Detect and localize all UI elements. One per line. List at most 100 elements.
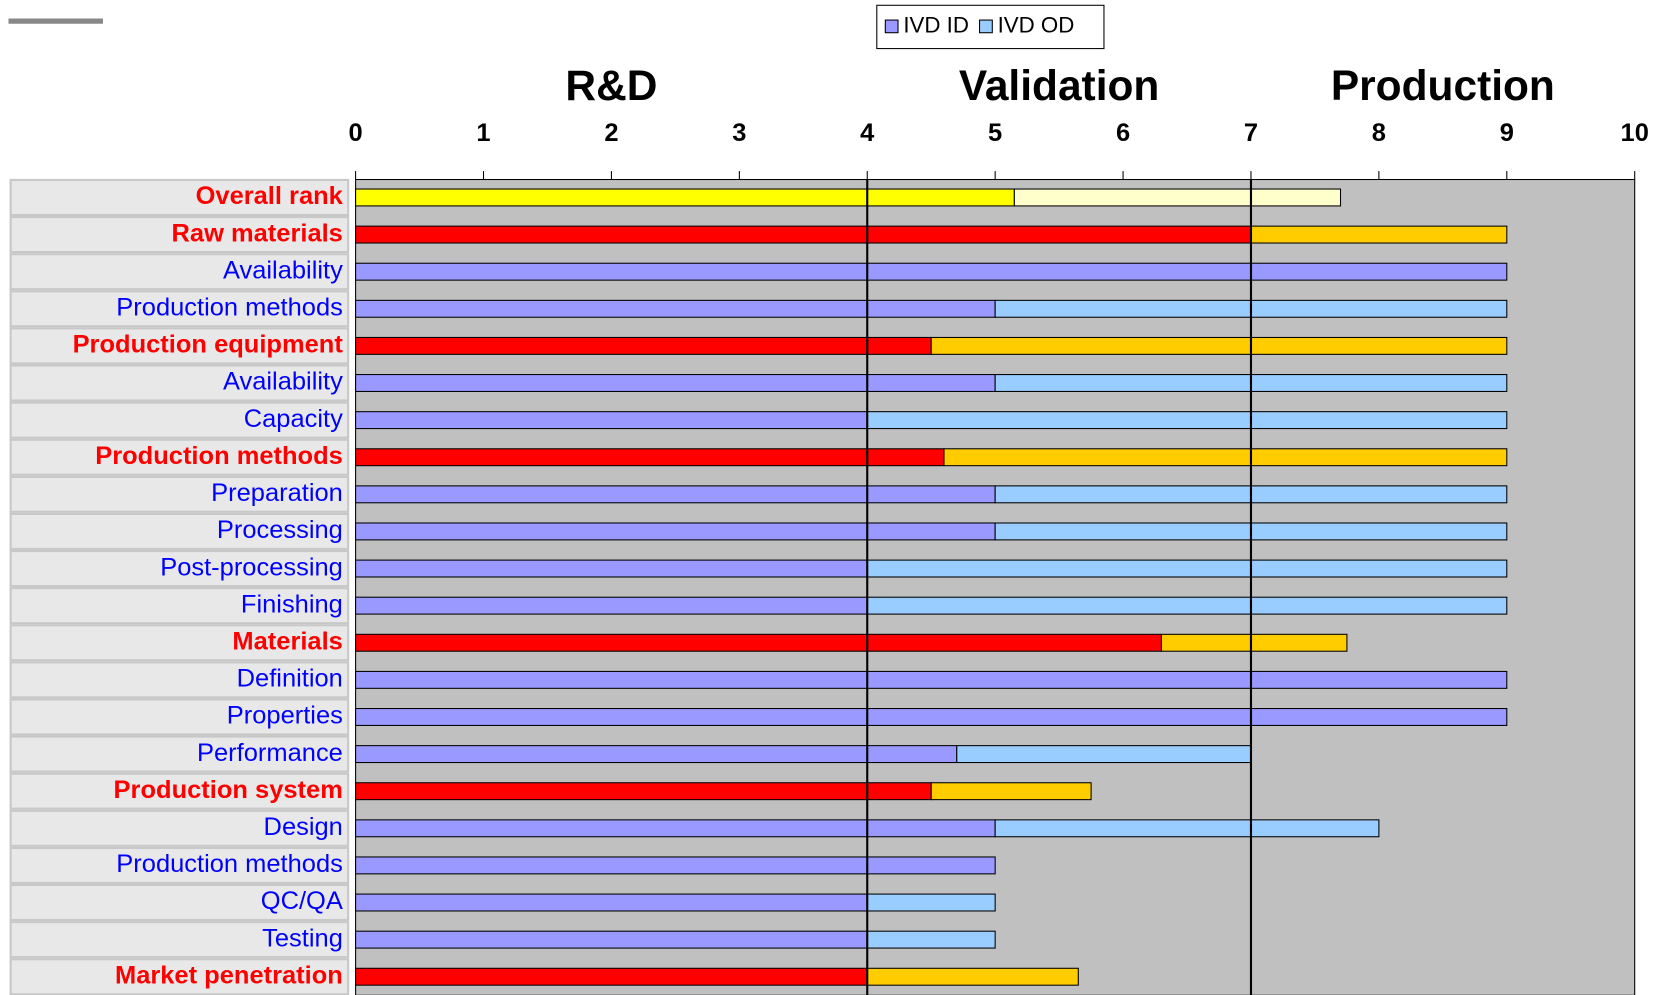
x-tick-label: 9	[1500, 119, 1514, 147]
bar	[355, 930, 868, 949]
bar	[355, 262, 1508, 281]
label-cell	[9, 883, 350, 922]
bar	[355, 967, 868, 986]
label-cell	[9, 587, 350, 625]
y-tick-label: Production equipment	[73, 331, 344, 359]
bar	[866, 559, 1508, 578]
phase-label: R&D	[565, 62, 657, 109]
x-tick-label: 7	[1244, 119, 1258, 147]
label-cell	[9, 772, 350, 810]
label-cell	[9, 735, 350, 773]
y-tick-label: Availability	[223, 368, 343, 396]
bar	[1160, 633, 1348, 652]
bar	[355, 633, 1162, 652]
bar	[355, 374, 996, 392]
bar	[355, 522, 996, 541]
x-tick-label: 8	[1372, 119, 1386, 147]
bar	[355, 782, 932, 801]
label-cell	[9, 253, 350, 291]
x-tick-label: 0	[349, 119, 363, 147]
bar	[355, 856, 996, 875]
bar	[355, 893, 868, 912]
x-tick-label: 6	[1116, 119, 1130, 147]
bar	[866, 411, 1508, 430]
y-tick-label: Finishing	[241, 590, 343, 618]
bar	[355, 299, 996, 318]
bar	[866, 967, 1079, 986]
y-tick-label: Post-processing	[160, 553, 343, 581]
y-tick-label: Raw materials	[172, 219, 343, 247]
bar	[355, 559, 868, 578]
legend-label: IVD OD	[998, 12, 1075, 37]
y-tick-label: Production methods	[116, 294, 343, 322]
x-tick-label: 10	[1621, 119, 1649, 147]
label-cell	[9, 624, 350, 662]
bar	[866, 893, 996, 912]
bar	[355, 819, 996, 838]
y-tick-label: Overall rank	[196, 182, 344, 210]
y-tick-label: Production system	[114, 776, 343, 804]
label-cell	[9, 401, 350, 439]
label-cell	[9, 512, 350, 550]
bar	[355, 485, 996, 504]
y-tick-label: Testing	[262, 924, 343, 952]
bar	[956, 745, 1252, 764]
y-tick-label: QC/QA	[261, 887, 343, 915]
x-tick-label: 5	[988, 119, 1002, 147]
chart-body: Overall rank Raw materials Availability Pro…	[8, 4, 1649, 995]
bar	[355, 448, 945, 467]
bar	[866, 596, 1508, 615]
y-tick-label: Performance	[197, 739, 343, 767]
bar	[355, 670, 1508, 689]
y-tick-label: Production methods	[95, 442, 343, 470]
bar	[1013, 188, 1342, 207]
label-cell	[9, 475, 350, 513]
phase-label: Production	[1331, 62, 1555, 109]
label-cell	[9, 290, 350, 328]
bar	[355, 188, 1015, 207]
x-tick-label: 4	[860, 119, 874, 147]
y-tick-label: Definition	[237, 665, 343, 693]
y-tick-label: Production methods	[116, 850, 343, 878]
bar	[994, 819, 1380, 838]
bar	[355, 225, 1252, 244]
bar	[1250, 225, 1508, 244]
legend: IVD ID IVD OD	[876, 4, 1105, 50]
label-cell	[9, 364, 350, 402]
bar	[866, 930, 996, 949]
bar	[355, 411, 868, 430]
y-tick-label: Processing	[217, 516, 343, 544]
legend-swatch	[884, 19, 899, 34]
label-cell	[9, 549, 350, 588]
label-cell	[9, 698, 350, 736]
y-tick-label: Preparation	[211, 479, 343, 507]
bar	[930, 336, 1508, 355]
y-tick-label: Capacity	[244, 405, 343, 433]
label-cell	[9, 178, 350, 217]
label-cell	[9, 661, 350, 699]
y-tick-label: Materials	[232, 628, 342, 656]
bar	[355, 708, 1508, 726]
y-tick-label: Properties	[227, 702, 343, 730]
label-cell	[9, 327, 350, 365]
legend-swatch	[979, 19, 993, 34]
y-tick-label: Design	[264, 813, 343, 841]
bar	[930, 782, 1092, 801]
label-cell	[9, 846, 350, 884]
bar	[355, 596, 868, 615]
x-tick-label: 1	[476, 119, 490, 147]
bar	[355, 336, 932, 355]
phase-label: Validation	[959, 62, 1160, 109]
y-tick-label: Market penetration	[115, 961, 343, 989]
label-cell	[9, 958, 350, 995]
label-cell	[9, 921, 350, 959]
bar	[943, 448, 1508, 467]
label-cell	[9, 216, 350, 254]
label-cell	[9, 809, 350, 847]
x-tick-label: 2	[604, 119, 618, 147]
legend-label: IVD ID	[903, 12, 969, 37]
label-cell	[9, 438, 350, 476]
x-tick-label: 3	[732, 119, 746, 147]
y-tick-label: Availability	[223, 256, 343, 284]
